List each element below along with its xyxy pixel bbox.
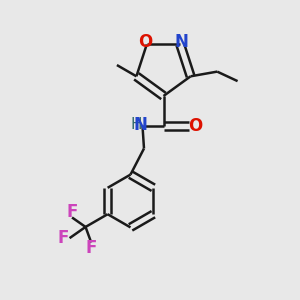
Text: F: F bbox=[66, 203, 78, 221]
Text: O: O bbox=[188, 117, 203, 135]
Text: F: F bbox=[58, 229, 69, 247]
Text: O: O bbox=[138, 33, 152, 51]
Text: F: F bbox=[85, 239, 97, 257]
Text: H: H bbox=[130, 117, 142, 132]
Text: N: N bbox=[175, 33, 189, 51]
Text: N: N bbox=[133, 116, 147, 134]
